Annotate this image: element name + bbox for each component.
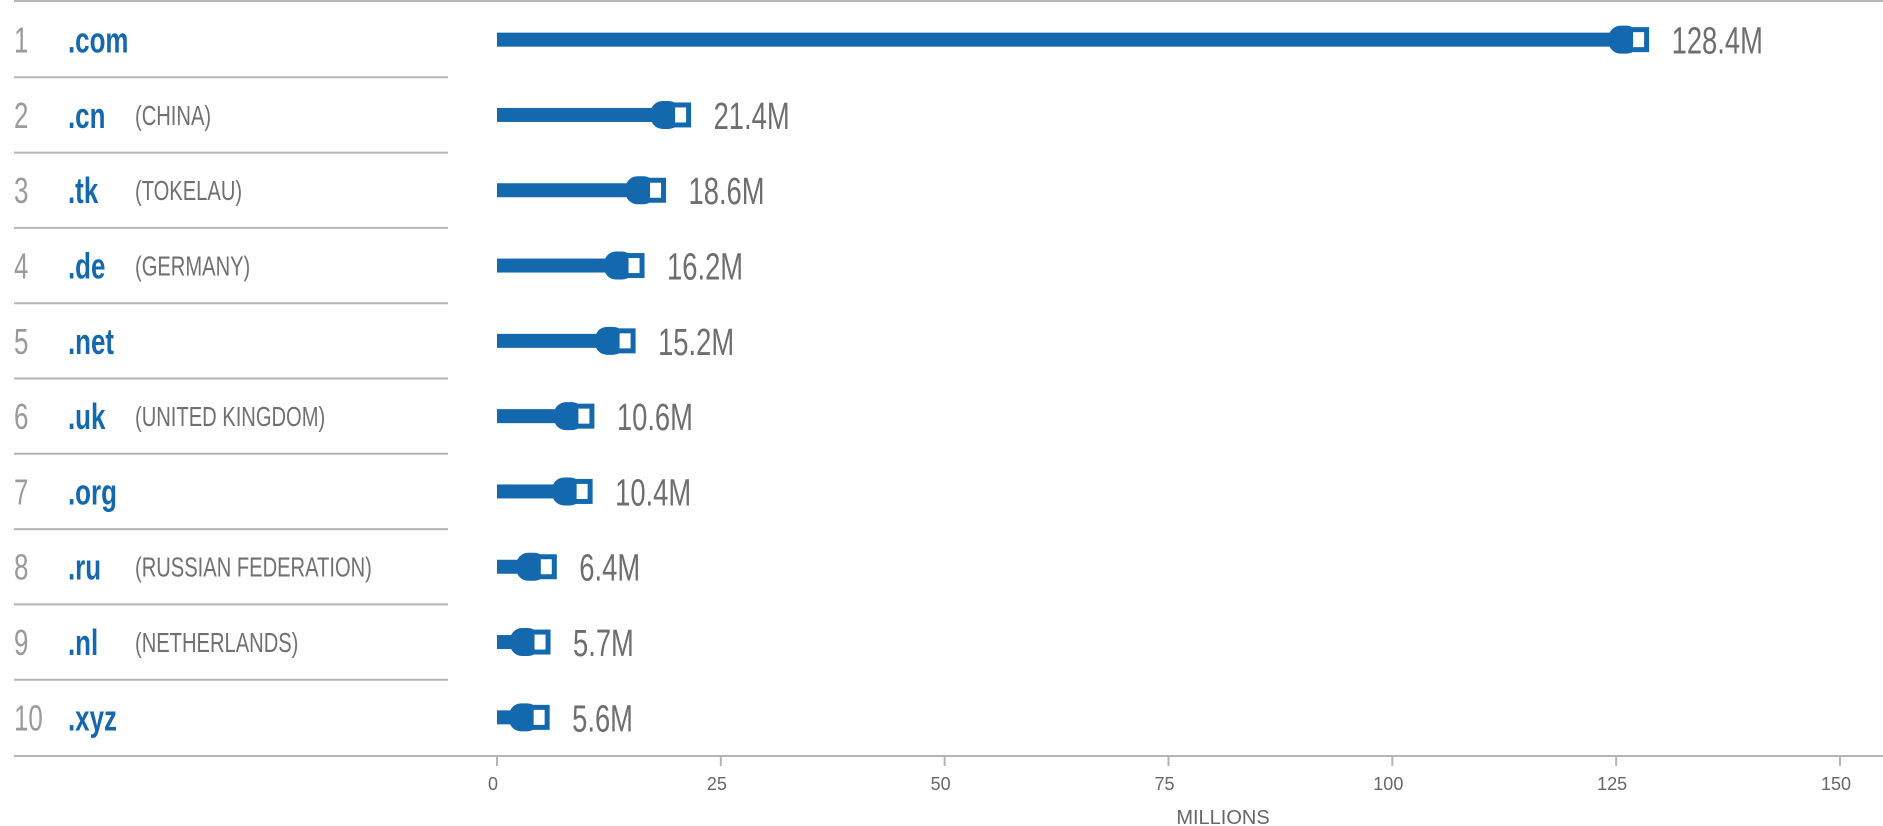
tld-label: .uk <box>68 397 106 437</box>
rank-number: 7 <box>14 472 28 512</box>
tld-label: .ru <box>68 548 101 588</box>
bar-plug-tip <box>614 328 636 354</box>
value-label: 15.2M <box>658 322 734 364</box>
tld-label: .xyz <box>68 698 117 738</box>
bar <box>497 258 615 273</box>
country-label: (TOKELAU) <box>135 176 242 207</box>
x-tick-label: 25 <box>707 774 727 794</box>
x-axis-title: MILLIONS <box>1176 807 1269 826</box>
x-tick-label: 125 <box>1597 774 1627 794</box>
bar-plug-tip <box>1628 27 1650 53</box>
value-label: 5.6M <box>572 698 633 740</box>
value-label: 10.4M <box>615 472 691 514</box>
bar-plug-tip <box>535 554 557 580</box>
value-label: 10.6M <box>617 397 693 439</box>
x-tick-label: 50 <box>931 774 951 794</box>
country-label: (NETHERLANDS) <box>135 628 298 659</box>
bar <box>497 107 661 122</box>
bar-plug-tip <box>645 177 667 203</box>
value-label: 6.4M <box>579 547 640 589</box>
bar-plug-tip <box>623 253 645 279</box>
rank-number: 5 <box>14 322 28 362</box>
bar <box>497 32 1619 47</box>
bar-plug-tip <box>573 403 595 429</box>
bar-plug-tip <box>528 704 550 730</box>
bar <box>497 409 564 424</box>
bar <box>497 484 563 499</box>
rank-number: 1 <box>14 21 28 61</box>
country-label: (GERMANY) <box>135 251 250 282</box>
country-label: (CHINA) <box>135 101 211 132</box>
bar-plug-tip <box>670 102 692 128</box>
rank-number: 2 <box>14 96 28 136</box>
value-label: 16.2M <box>667 246 743 288</box>
bar-plug-tip <box>529 629 551 655</box>
country-label: (RUSSIAN FEDERATION) <box>135 553 372 584</box>
tld-label: .cn <box>68 96 105 136</box>
bar <box>497 183 636 198</box>
x-tick-label: 150 <box>1821 774 1851 794</box>
x-tick-label: 0 <box>488 774 498 794</box>
tld-label: .de <box>68 246 105 286</box>
rank-number: 8 <box>14 548 28 588</box>
rank-number: 3 <box>14 171 28 211</box>
tld-label: .tk <box>68 171 99 211</box>
rank-number: 4 <box>14 246 28 286</box>
x-tick-label: 75 <box>1154 774 1174 794</box>
rank-number: 9 <box>14 623 28 663</box>
rank-number: 6 <box>14 397 28 437</box>
x-tick-label: 100 <box>1373 774 1403 794</box>
bar <box>497 333 606 348</box>
tld-label: .org <box>68 472 117 512</box>
bar-plug-tip <box>571 478 593 504</box>
value-label: 18.6M <box>689 171 765 213</box>
rank-number: 10 <box>14 698 43 738</box>
value-label: 21.4M <box>714 96 790 138</box>
value-label: 128.4M <box>1672 20 1763 62</box>
value-label: 5.7M <box>573 623 634 665</box>
tld-label: .com <box>68 21 128 61</box>
country-label: (UNITED KINGDOM) <box>135 402 325 433</box>
tld-label: .nl <box>68 623 98 663</box>
tld-label: .net <box>68 322 115 362</box>
